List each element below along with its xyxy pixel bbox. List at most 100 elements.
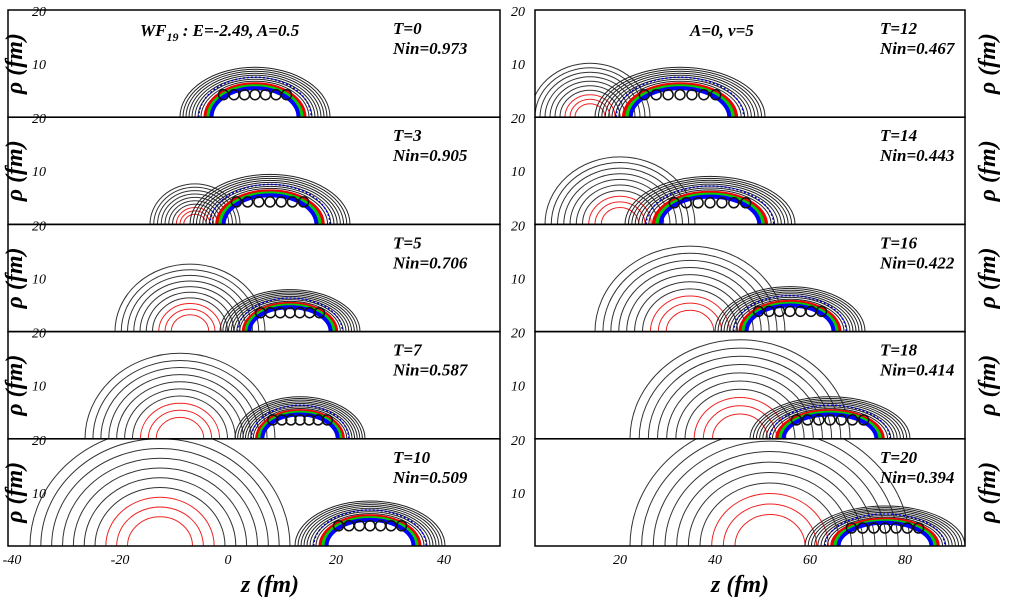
nin-label: Nin=0.414 [879,361,954,380]
contour [642,288,738,332]
contour [629,339,851,439]
time-label: T=16 [880,233,918,252]
x-tick-label: -20 [111,553,130,568]
contour [687,472,853,546]
contour [242,401,358,439]
reference [733,294,847,332]
y-tick-label: 10 [511,380,525,395]
x-tick-label: 80 [898,553,912,568]
contour [702,405,778,439]
time-label: T=14 [880,126,917,145]
contour [759,401,901,439]
contour [145,291,235,332]
contour [40,438,280,546]
bubble [294,414,306,426]
y-axis-label: ρ (fm) [2,247,28,309]
contour [804,505,965,546]
contour [179,66,331,118]
contour [84,352,276,439]
panel-frame [7,116,501,226]
bubble [856,522,869,534]
contour [189,173,351,225]
y-tick-label: 20 [511,434,525,449]
y-axis-label: ρ (fm) [975,247,1001,309]
bubble [815,305,828,318]
contour [559,89,621,118]
contour [814,510,956,546]
x-axis-label: z (fm) [710,572,769,598]
contour [182,68,328,118]
bubble [312,414,324,426]
bubble [241,196,254,208]
bubble [303,414,315,426]
contour [665,309,715,332]
contour [638,183,782,225]
contour [124,388,236,439]
contour [554,85,626,118]
contour [564,94,616,118]
y-axis-label: ρ (fm) [975,140,1001,202]
y-tick-label: 20 [511,5,525,20]
bubble [285,414,297,426]
time-label: T=20 [880,448,918,467]
bubble [890,522,902,534]
contour [549,80,631,118]
y-tick-label: 10 [511,487,525,502]
contour [810,508,960,546]
contour [324,517,416,546]
contour [601,70,759,118]
contour [735,298,845,332]
contour [807,507,963,546]
contour [594,66,766,118]
bubble [801,414,814,426]
panel [29,438,446,546]
bubble [395,520,408,532]
contour [139,402,221,439]
bubble [266,414,279,426]
y-tick-label: 20 [32,219,46,234]
contour [765,404,895,439]
y-tick-label: 10 [32,272,46,287]
y-axis-label: ρ (fm) [975,462,1001,524]
contour [164,308,216,332]
contour [221,193,319,225]
panel [629,339,911,439]
contour [648,189,772,225]
y-tick-label: 20 [511,219,525,234]
bubble [728,197,740,209]
panel [114,263,361,332]
bubble [638,88,651,101]
y-tick-label: 20 [511,112,525,127]
contour [608,74,752,118]
annotation-sub: 19 [166,30,178,44]
contour [768,406,892,439]
bubble [901,522,914,534]
contour [604,72,756,118]
contour [225,292,355,332]
bubble [650,88,662,101]
contour [629,438,911,546]
contour [664,451,876,546]
contour [631,179,789,225]
time-label: T=10 [393,448,431,467]
x-tick-label: 40 [708,553,722,568]
contour [200,80,310,118]
contour [155,416,205,439]
reference [769,404,891,439]
contour [720,289,860,332]
contour [726,293,854,332]
bubble [668,197,681,209]
contour [185,70,325,118]
contour [594,201,646,225]
contour [83,477,237,546]
contour [127,274,253,332]
contour [51,448,269,546]
time-label: T=18 [880,341,918,360]
bubble [680,197,692,209]
time-label: T=7 [393,341,423,360]
bubble [662,88,674,101]
contour [175,207,215,225]
nin-label: Nin=0.422 [879,253,955,272]
x-tick-label: 20 [613,553,627,568]
